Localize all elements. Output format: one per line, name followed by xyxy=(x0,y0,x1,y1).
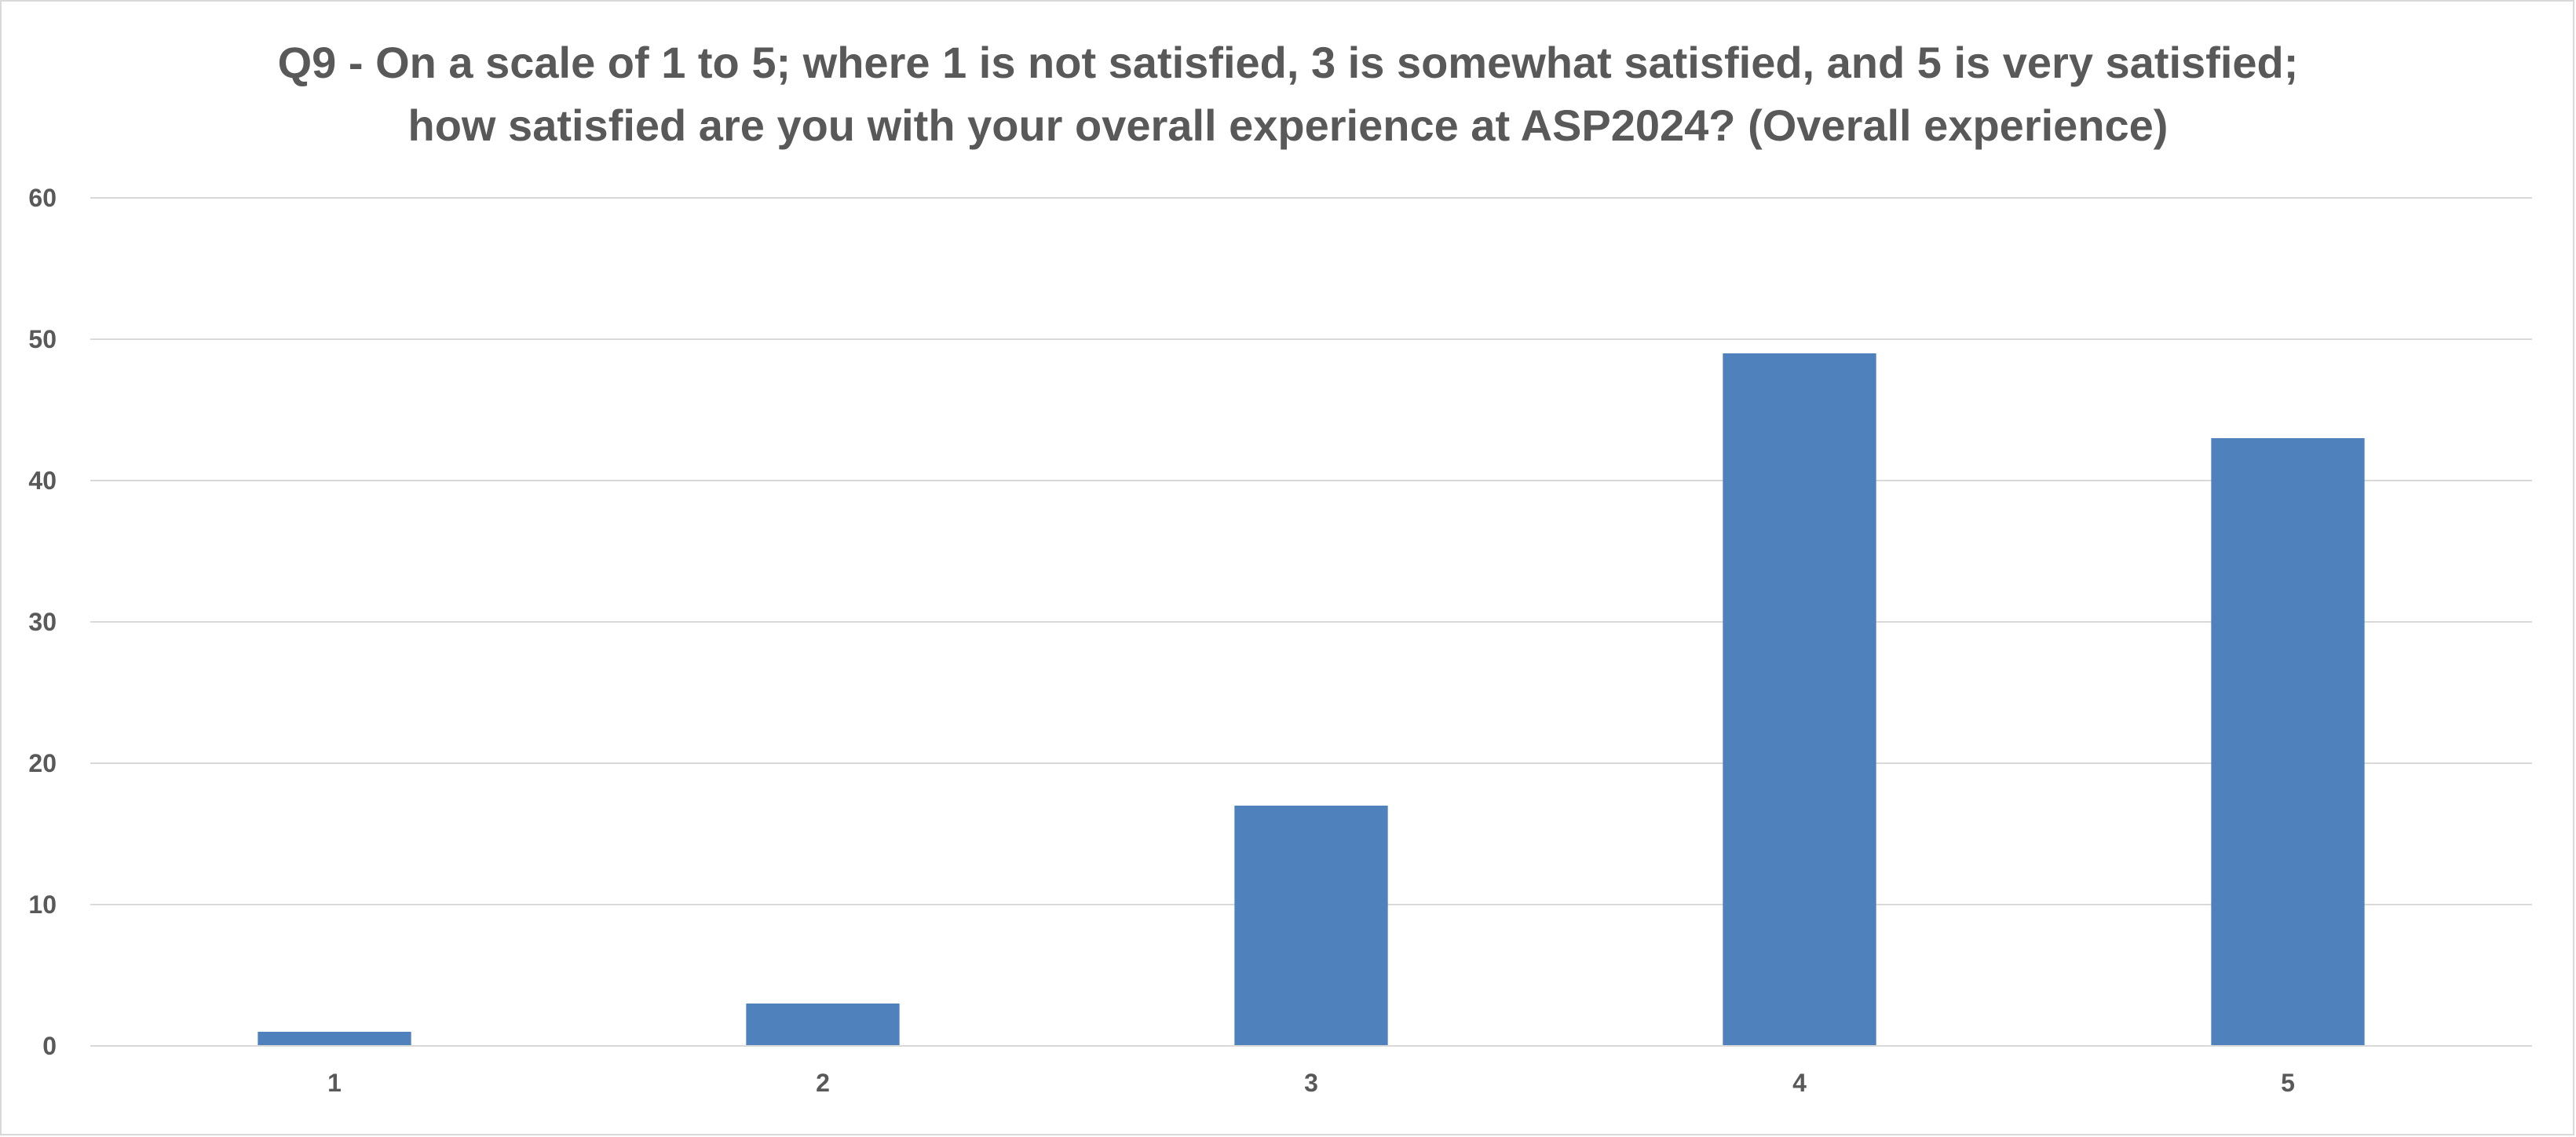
x-tick-label: 2 xyxy=(816,1069,830,1097)
chart-title: Q9 - On a scale of 1 to 5; where 1 is no… xyxy=(0,31,2576,157)
bar-1 xyxy=(258,1032,411,1046)
y-tick-label: 30 xyxy=(28,608,57,636)
x-tick-label: 5 xyxy=(2281,1069,2295,1097)
y-tick-label: 20 xyxy=(28,749,57,777)
bar-3 xyxy=(1234,806,1388,1046)
x-tick-label: 4 xyxy=(1792,1069,1807,1097)
bar-2 xyxy=(746,1004,900,1046)
bar-4 xyxy=(1723,353,1876,1046)
bars xyxy=(258,353,2365,1046)
gridlines xyxy=(90,197,2532,905)
y-tick-label: 60 xyxy=(28,184,57,212)
chart-title-line-2: how satisfied are you with your overall … xyxy=(407,101,2169,150)
y-tick-label: 0 xyxy=(42,1032,57,1060)
bar-5 xyxy=(2211,438,2365,1046)
chart-title-line-1: Q9 - On a scale of 1 to 5; where 1 is no… xyxy=(277,38,2299,87)
tick-labels: 0 10 20 30 40 50 60 1 2 3 4 5 xyxy=(28,184,2294,1097)
y-tick-label: 50 xyxy=(28,325,57,353)
y-tick-label: 40 xyxy=(28,466,57,495)
y-tick-label: 10 xyxy=(28,890,57,919)
x-tick-label: 3 xyxy=(1304,1069,1318,1097)
x-tick-label: 1 xyxy=(327,1069,342,1097)
